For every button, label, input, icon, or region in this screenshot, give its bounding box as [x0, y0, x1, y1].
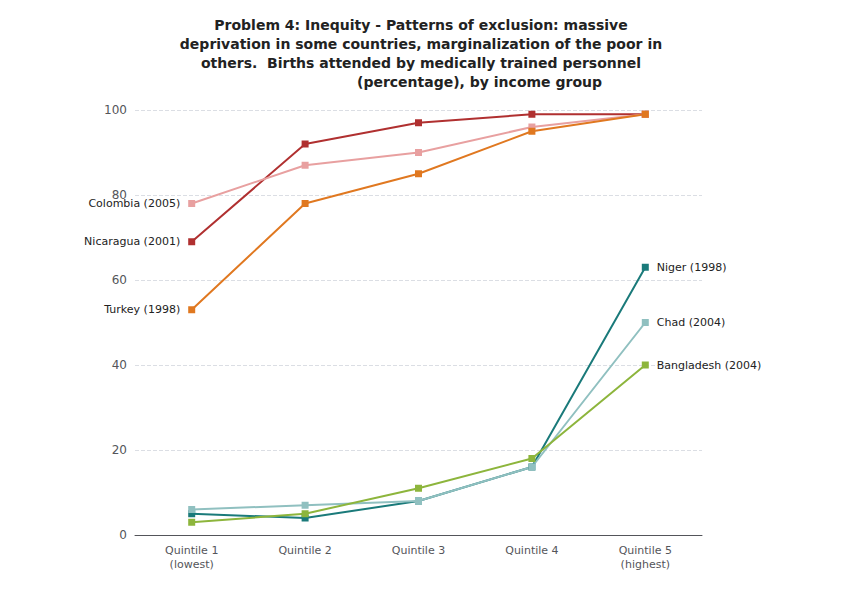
svg-text:(lowest): (lowest): [170, 558, 214, 571]
svg-text:others. Births attended by me: others. Births attended by medically tra…: [201, 55, 641, 71]
svg-text:60: 60: [112, 273, 127, 287]
svg-text:0: 0: [119, 528, 127, 542]
svg-text:Quintile 4: Quintile 4: [505, 544, 558, 557]
svg-text:(percentage), by income group: (percentage), by income group: [240, 74, 602, 90]
svg-text:Nicaragua (2001): Nicaragua (2001): [84, 235, 180, 248]
svg-text:Bangladesh (2004): Bangladesh (2004): [657, 359, 762, 372]
svg-text:Chad (2004): Chad (2004): [657, 316, 725, 329]
svg-text:Colombia (2005): Colombia (2005): [88, 197, 180, 210]
svg-text:deprivation in some countries,: deprivation in some countries, marginali…: [180, 36, 662, 52]
svg-text:40: 40: [112, 358, 127, 372]
svg-text:(highest): (highest): [621, 558, 670, 571]
svg-text:Problem 4: Inequity - Patterns: Problem 4: Inequity - Patterns of exclus…: [214, 17, 627, 33]
svg-text:80: 80: [111, 188, 127, 202]
svg-text:100: 100: [104, 103, 127, 117]
svg-text:20: 20: [112, 443, 127, 457]
svg-text:Quintile 3: Quintile 3: [392, 544, 445, 557]
svg-text:Turkey (1998): Turkey (1998): [103, 303, 180, 316]
svg-text:Quintile 5: Quintile 5: [619, 544, 672, 557]
svg-text:Niger (1998): Niger (1998): [657, 261, 727, 274]
svg-text:Quintile 1: Quintile 1: [165, 544, 218, 557]
svg-text:Quintile 2: Quintile 2: [278, 544, 331, 557]
